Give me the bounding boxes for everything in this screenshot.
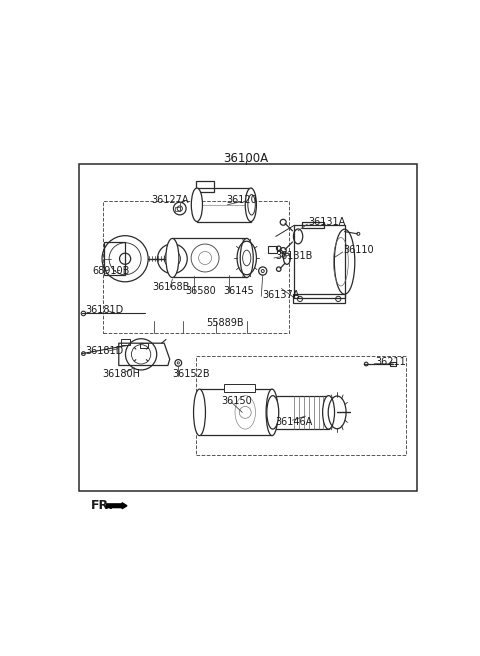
Bar (267, 246, 277, 253)
Ellipse shape (240, 239, 253, 277)
Ellipse shape (193, 389, 205, 436)
Text: 36131B: 36131B (275, 251, 312, 261)
Text: 36137A: 36137A (262, 290, 300, 300)
Bar (172, 238, 247, 277)
Text: 36152B: 36152B (173, 369, 210, 379)
FancyArrow shape (107, 502, 127, 508)
Text: 36180H: 36180H (102, 369, 140, 379)
Bar (224, 384, 255, 392)
Ellipse shape (267, 396, 279, 429)
Text: 36145: 36145 (223, 286, 254, 296)
Text: 36168B: 36168B (152, 281, 190, 292)
Bar (390, 361, 396, 366)
Ellipse shape (266, 389, 278, 436)
Bar (104, 242, 125, 276)
Bar (196, 180, 214, 192)
Bar (292, 294, 345, 303)
Text: 36181D: 36181D (85, 304, 123, 315)
Text: 36211: 36211 (375, 357, 406, 367)
Ellipse shape (192, 188, 203, 222)
Bar (196, 356, 406, 455)
Text: 36150: 36150 (221, 396, 252, 406)
Text: 36146A: 36146A (275, 417, 312, 426)
Bar (140, 343, 148, 348)
Ellipse shape (166, 239, 179, 277)
Text: 36580: 36580 (186, 286, 216, 296)
Bar (273, 396, 329, 429)
Text: FR.: FR. (91, 499, 114, 512)
Bar (200, 389, 272, 436)
Text: 68910B: 68910B (93, 266, 130, 276)
Bar (175, 207, 180, 211)
Bar (302, 222, 324, 228)
Ellipse shape (323, 396, 335, 429)
Ellipse shape (245, 188, 256, 222)
Text: 36181D: 36181D (85, 346, 123, 356)
Bar (79, 164, 417, 491)
Text: 55889B: 55889B (206, 318, 244, 328)
Bar (197, 188, 251, 222)
Text: 36120: 36120 (226, 195, 257, 205)
Text: 36127A: 36127A (151, 195, 189, 205)
Bar (121, 338, 130, 346)
Bar (103, 201, 289, 333)
Text: 36100A: 36100A (223, 152, 269, 165)
Text: 36110: 36110 (344, 245, 374, 255)
Bar (294, 225, 345, 298)
Text: 36131A: 36131A (309, 217, 346, 227)
